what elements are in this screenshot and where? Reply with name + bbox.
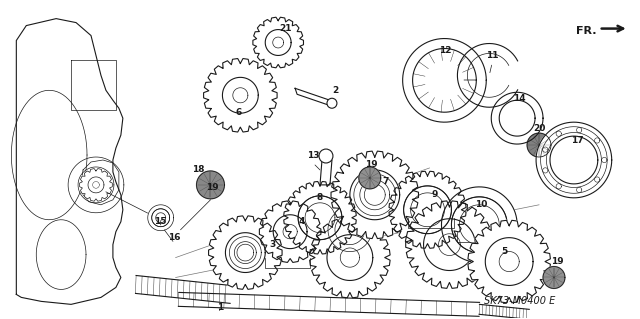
Polygon shape [298,196,342,240]
Text: 7: 7 [383,177,389,186]
Text: SK73-M0400 E: SK73-M0400 E [483,296,555,306]
Polygon shape [310,217,390,298]
Polygon shape [359,167,381,189]
Text: 6: 6 [236,108,241,117]
Text: 10: 10 [475,200,488,209]
Polygon shape [295,88,332,106]
Polygon shape [492,92,543,144]
Polygon shape [79,168,112,201]
Polygon shape [389,171,466,248]
Polygon shape [451,197,507,253]
Polygon shape [404,186,451,234]
Text: 8: 8 [317,193,323,202]
Polygon shape [328,208,372,252]
Polygon shape [229,237,261,269]
Circle shape [327,98,337,108]
Text: 1: 1 [218,303,223,312]
Text: 19: 19 [365,160,378,169]
Text: 5: 5 [501,247,508,256]
Polygon shape [354,174,396,216]
Circle shape [319,149,333,163]
Polygon shape [403,39,486,122]
Text: 15: 15 [154,217,167,226]
Text: 14: 14 [513,94,525,103]
Text: 21: 21 [279,24,291,33]
Polygon shape [331,151,419,239]
Text: FR.: FR. [576,26,596,35]
Text: 12: 12 [439,46,452,55]
Polygon shape [284,182,356,254]
Text: 20: 20 [533,124,545,133]
Text: 19: 19 [550,257,563,266]
Polygon shape [204,58,277,132]
Text: 3: 3 [269,240,275,249]
Polygon shape [320,160,332,185]
Polygon shape [179,293,479,316]
Text: 16: 16 [168,233,181,242]
Polygon shape [543,267,565,288]
Polygon shape [479,304,529,319]
Polygon shape [17,19,123,304]
Polygon shape [527,133,551,157]
Text: 2: 2 [332,86,338,95]
Polygon shape [209,216,282,289]
Text: 13: 13 [307,151,319,160]
Polygon shape [259,201,321,263]
Polygon shape [136,276,230,303]
Text: 9: 9 [431,190,438,199]
Polygon shape [536,122,612,198]
Text: 19: 19 [206,183,219,192]
Polygon shape [253,17,303,68]
Polygon shape [468,220,550,303]
Text: 11: 11 [486,51,499,60]
Polygon shape [196,171,225,199]
Text: 17: 17 [571,136,583,145]
Polygon shape [406,201,493,288]
Polygon shape [152,209,170,227]
Text: 4: 4 [299,217,305,226]
Text: 18: 18 [192,166,205,174]
Polygon shape [442,187,517,263]
Polygon shape [148,205,173,231]
